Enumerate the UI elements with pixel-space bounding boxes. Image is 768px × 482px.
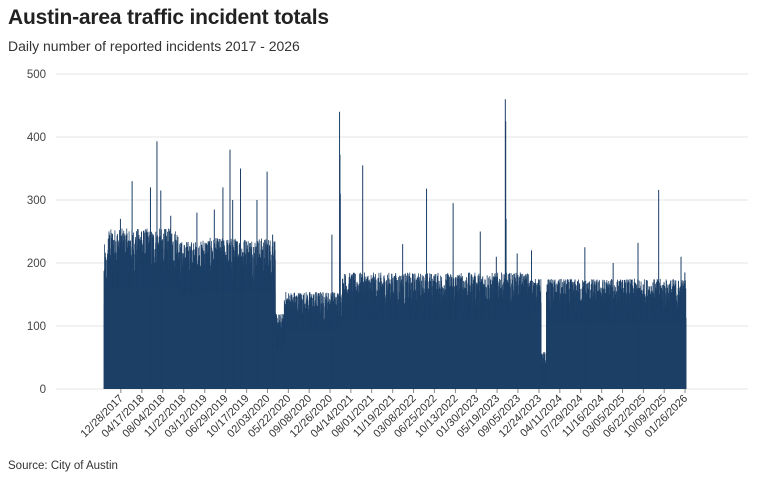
- y-tick-label: 400: [27, 132, 46, 144]
- chart-title: Austin-area traffic incident totals: [8, 6, 329, 29]
- y-tick-label: 200: [27, 258, 46, 270]
- bar-base-fill: [342, 319, 529, 389]
- bar-base-fill: [541, 385, 547, 389]
- source-note: Source: City of Austin: [8, 460, 118, 472]
- chart-bars: [103, 99, 687, 389]
- bar-base-fill: [104, 363, 108, 389]
- bar-base-fill: [528, 310, 542, 389]
- bar-base-fill: [107, 288, 180, 389]
- bar-base-fill: [546, 322, 687, 389]
- y-tick-label: 0: [40, 384, 46, 396]
- x-axis: 12/28/201704/17/201808/04/201811/22/2018…: [79, 389, 690, 440]
- bar-base-fill: [284, 329, 343, 389]
- y-tick-label: 300: [27, 195, 46, 207]
- y-tick-label: 100: [27, 321, 46, 333]
- y-axis: 0 100 200 300 400 500: [27, 69, 46, 396]
- chart-subtitle: Daily number of reported incidents 2017 …: [8, 38, 300, 54]
- y-tick-label: 500: [27, 69, 46, 81]
- bar-base-fill: [275, 348, 285, 389]
- bar-base-fill: [179, 294, 203, 389]
- bar-base-fill: [202, 291, 276, 389]
